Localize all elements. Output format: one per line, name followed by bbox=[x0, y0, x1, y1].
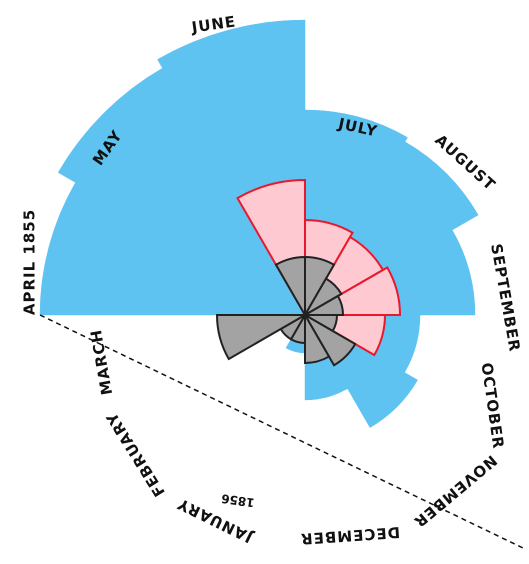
wedge-s2-december bbox=[304, 311, 331, 365]
wedge-s0-may bbox=[57, 67, 306, 316]
month-label-september: SEPTEMBER bbox=[487, 242, 524, 353]
wedge-s2-august bbox=[302, 277, 343, 318]
year-label-1856: 1856 bbox=[220, 491, 255, 510]
month-label-february: FEBRUARY bbox=[102, 409, 168, 500]
month-label-march: MARCH bbox=[87, 328, 116, 397]
month-label-april-1855: APRIL 1855 bbox=[21, 209, 39, 315]
month-label-december: DECEMBER bbox=[299, 523, 400, 548]
month-label-november: NOVEMBER bbox=[410, 451, 500, 531]
month-label-october: OCTOBER bbox=[478, 362, 508, 451]
wedge-s0-april-1855 bbox=[39, 182, 306, 316]
wedge-s2-september bbox=[301, 294, 345, 316]
wedge-s2-march bbox=[215, 314, 309, 361]
wedge-layer bbox=[39, 19, 479, 428]
wedge-s2-november bbox=[302, 312, 357, 367]
